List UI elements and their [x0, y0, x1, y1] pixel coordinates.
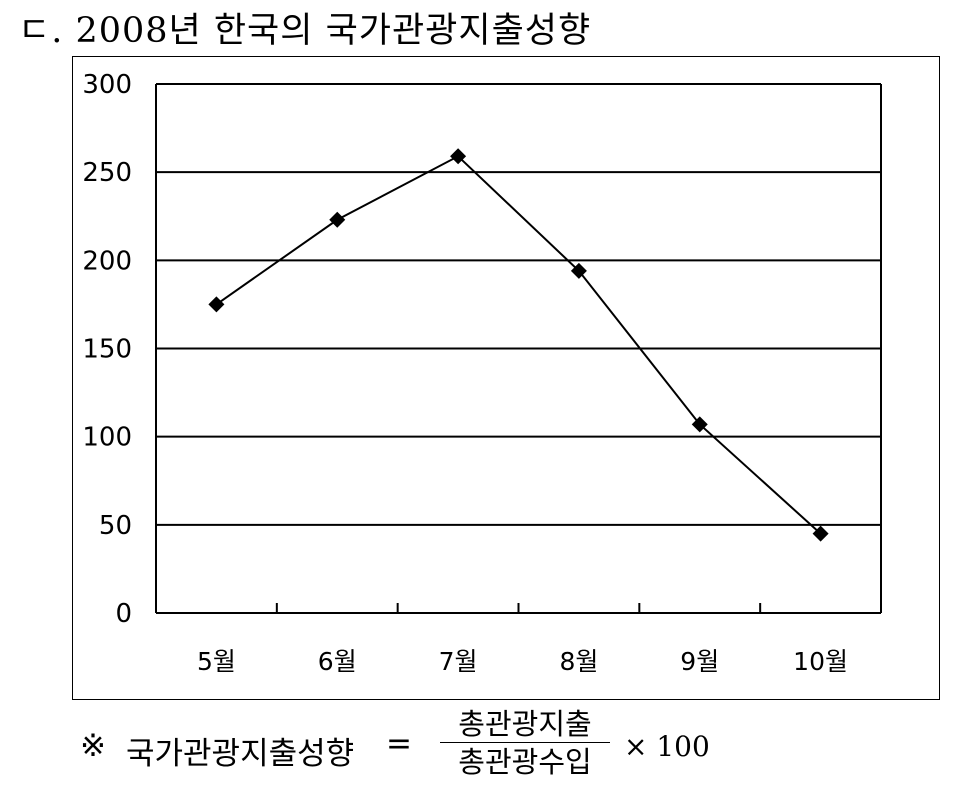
y-tick-labels: 0 50 100 150 200 250 300 [82, 70, 132, 629]
x-tick-label: 6월 [318, 647, 357, 676]
y-tick-label: 200 [82, 246, 132, 276]
x-tick-label: 9월 [680, 647, 719, 676]
x-tick-label: 8월 [559, 647, 598, 676]
axes [155, 84, 882, 614]
x-tick-labels: 5월 6월 7월 8월 9월 10월 [197, 647, 848, 676]
fraction-numerator: 총관광지출 [458, 707, 592, 741]
chart-title: ㄷ. 2008년 한국의 국가관광지출성향 [18, 11, 592, 51]
y-tick-label: 300 [82, 70, 132, 100]
x-tick-label: 10월 [793, 647, 848, 676]
formula-footnote: ※ 국가관광지출성향 = 총관광지출 총관광수입 × 100 [80, 706, 780, 790]
y-tick-label: 100 [82, 423, 132, 453]
chart-frame [72, 56, 940, 700]
multiplier: × 100 [624, 730, 710, 763]
fraction: 총관광지출 총관광수입 [440, 706, 610, 781]
y-tick-label: 250 [82, 158, 132, 188]
data-point [450, 148, 467, 165]
equals-sign: = [386, 726, 412, 762]
x-tick-label: 7월 [439, 647, 478, 676]
data-point [691, 416, 708, 433]
formula-lhs: 국가관광지출성향 [126, 736, 355, 772]
fraction-denominator: 총관광수입 [458, 745, 592, 779]
data-point [208, 296, 225, 313]
data-point [329, 211, 346, 228]
y-tick-label: 150 [82, 335, 132, 365]
x-tick-label: 5월 [197, 647, 236, 676]
gridlines [156, 83, 881, 526]
series-line [215, 155, 822, 535]
series [208, 148, 829, 542]
fraction-bar [440, 742, 610, 743]
reference-mark: ※ [80, 728, 106, 764]
y-tick-label: 0 [115, 599, 132, 629]
data-point [812, 525, 829, 542]
y-tick-label: 50 [99, 511, 132, 541]
data-point [570, 262, 587, 279]
